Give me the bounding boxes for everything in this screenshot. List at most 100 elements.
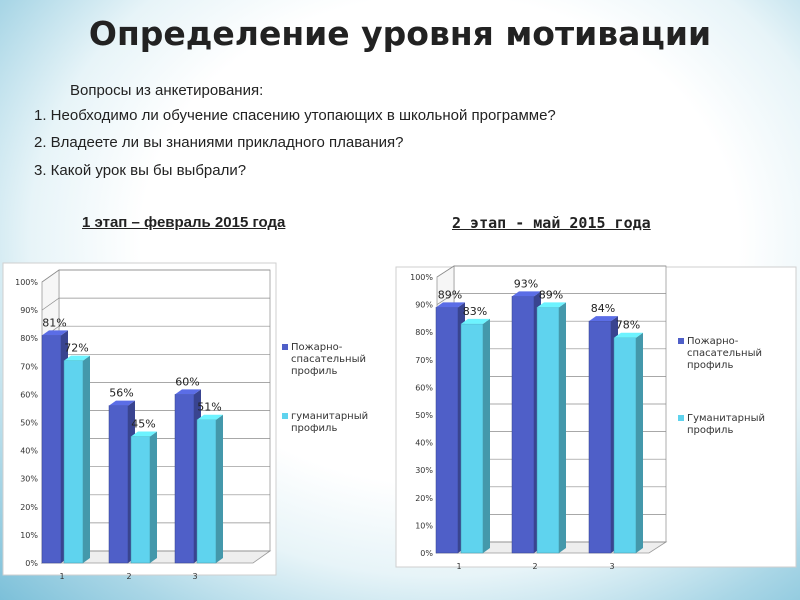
y-tick-label: 20% — [415, 494, 433, 503]
legend-swatch — [678, 415, 684, 421]
y-tick-label: 100% — [15, 278, 38, 287]
question-1: 1. Необходимо ли обучение спасению утопа… — [34, 107, 556, 124]
bar-1-3 — [588, 316, 618, 554]
data-label: 93% — [514, 277, 538, 290]
bar-top — [109, 400, 135, 406]
bar-2-1 — [460, 318, 490, 554]
data-label: 83% — [463, 305, 487, 318]
bar-front — [511, 296, 535, 554]
y-tick-label: 80% — [415, 328, 433, 337]
y-tick-label: 0% — [25, 559, 38, 568]
y-tick-label: 50% — [415, 411, 433, 420]
gridline — [436, 265, 666, 278]
legend-label: спасательный — [687, 348, 762, 359]
legend-swatch — [282, 413, 288, 419]
y-tick-label: 40% — [415, 439, 433, 448]
y-tick-label: 100% — [410, 273, 433, 282]
data-label: 78% — [616, 319, 640, 332]
x-tick-label: 1 — [456, 562, 461, 571]
bar-top — [614, 332, 643, 338]
x-tick-label: 3 — [609, 562, 614, 571]
bar-front — [613, 337, 637, 554]
bar-front — [41, 335, 62, 564]
legend-label: профиль — [291, 366, 337, 377]
data-label: 89% — [539, 288, 563, 301]
chart-2: 0%10%20%30%40%50%60%70%80%90%100%89%83%1… — [395, 265, 797, 571]
bar-front — [130, 436, 151, 564]
questions-intro: Вопросы из анкетирования: — [70, 82, 264, 99]
bar-top — [537, 302, 566, 308]
legend-label: спасательный — [291, 354, 366, 365]
x-tick-label: 1 — [59, 572, 64, 581]
y-tick-label: 40% — [20, 447, 38, 456]
y-tick-label: 80% — [20, 334, 38, 343]
legend-swatch — [678, 338, 684, 344]
y-tick-label: 90% — [415, 301, 433, 310]
legend-label: профиль — [291, 423, 337, 434]
legend-label: Пожарно- — [687, 336, 739, 347]
bar-2-1 — [63, 355, 90, 564]
data-label: 60% — [175, 375, 199, 388]
question-2: 2. Владеете ли вы знаниями прикладного п… — [34, 134, 404, 151]
bar-side — [83, 355, 90, 563]
legend-label: профиль — [687, 360, 733, 371]
bar-side — [636, 332, 643, 553]
y-tick-label: 30% — [20, 475, 38, 484]
y-tick-label: 30% — [415, 466, 433, 475]
bar-1-2 — [511, 291, 541, 554]
y-tick-label: 60% — [415, 383, 433, 392]
legend-label: Пожарно- — [291, 342, 343, 353]
data-label: 81% — [42, 316, 66, 329]
gridline — [41, 269, 270, 283]
x-tick-label: 2 — [532, 562, 537, 571]
bar-top — [131, 431, 157, 437]
bar-front — [174, 394, 195, 564]
bar-2-3 — [196, 414, 223, 564]
y-tick-label: 20% — [20, 503, 38, 512]
bar-front — [63, 360, 84, 564]
legend-label: Гуманитарный — [687, 413, 765, 424]
bar-side — [216, 414, 223, 563]
y-tick-label: 10% — [415, 521, 433, 530]
bar-top — [436, 302, 465, 308]
bar-top — [512, 291, 541, 297]
bar-side — [559, 302, 566, 553]
bar-front — [108, 405, 129, 564]
y-tick-label: 50% — [20, 419, 38, 428]
data-label: 72% — [64, 342, 88, 355]
bar-top — [42, 330, 68, 336]
bar-side — [483, 318, 490, 553]
y-tick-label: 70% — [415, 356, 433, 365]
legend-label: гуманитарный — [291, 411, 368, 422]
y-tick-label: 90% — [20, 306, 38, 315]
bar-1-1 — [435, 302, 465, 554]
data-label: 45% — [131, 418, 155, 431]
legend-label: профиль — [687, 425, 733, 436]
y-tick-label: 70% — [20, 362, 38, 371]
gridline — [436, 293, 666, 305]
bar-top — [175, 389, 201, 395]
bar-2-3 — [613, 332, 643, 554]
y-tick-label: 60% — [20, 390, 38, 399]
bar-front — [460, 323, 484, 554]
bar-front — [435, 307, 459, 554]
bar-front — [536, 307, 560, 554]
page-title: Определение уровня мотивации — [88, 14, 712, 53]
x-tick-label: 3 — [192, 572, 197, 581]
data-label: 84% — [591, 302, 615, 315]
bar-top — [589, 316, 618, 322]
bar-2-2 — [536, 302, 566, 554]
x-tick-label: 2 — [126, 572, 131, 581]
bar-top — [64, 355, 90, 361]
bar-front — [196, 419, 217, 564]
chart-1: 0% 10% 20% 30% 40% 50% 60% 70% 80% 90% 100% 81% 72% 1… — [2, 262, 368, 581]
stage-1-heading: 1 этап – февраль 2015 года — [82, 214, 286, 231]
bar-2-2 — [130, 431, 157, 564]
stage-2-heading: 2 этап - май 2015 года — [452, 214, 651, 232]
y-tick-label: 0% — [420, 549, 433, 558]
y-tick-label: 10% — [20, 531, 38, 540]
data-label: 89% — [438, 288, 462, 301]
legend-swatch — [282, 344, 288, 350]
data-label: 56% — [109, 387, 133, 400]
